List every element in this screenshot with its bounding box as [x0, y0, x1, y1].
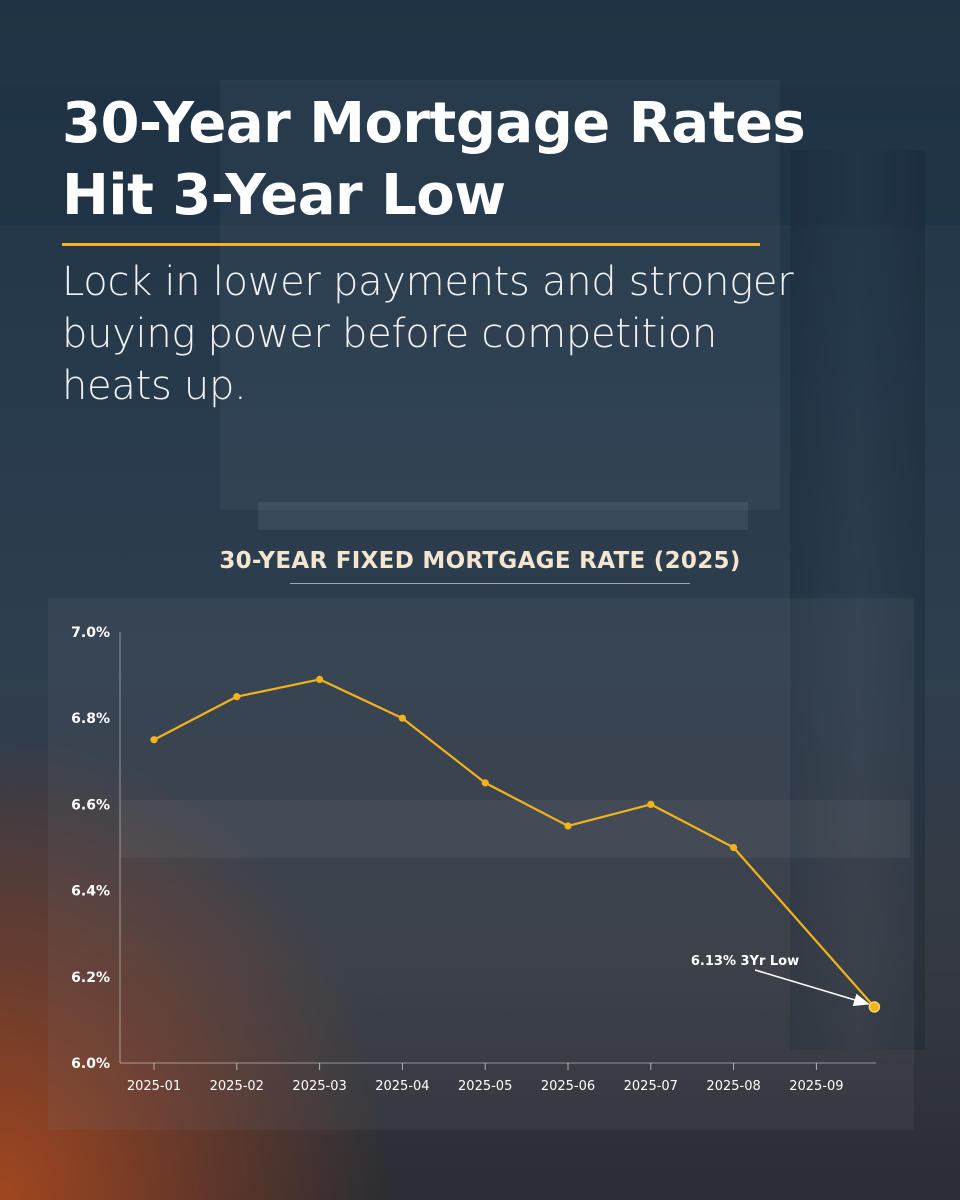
y-tick-label: 6.2%: [71, 970, 110, 986]
x-tick-label: 2025-03: [292, 1079, 346, 1094]
y-tick-label: 6.6%: [71, 797, 110, 813]
page-title: 30-Year Mortgage Rates Hit 3-Year Low: [62, 91, 806, 228]
y-axis: 6.0% 6.2% 6.4% 6.6% 6.8% 7.0%: [71, 625, 121, 1072]
x-tick-label: 2025-04: [375, 1079, 429, 1094]
series-line: [150, 675, 881, 1013]
y-tick-label: 6.0%: [71, 1056, 110, 1072]
y-tick-label: 7.0%: [71, 625, 110, 641]
x-tick-label: 2025-02: [210, 1079, 264, 1094]
x-tick-label: 2025-09: [789, 1079, 843, 1094]
y-tick-label: 6.4%: [71, 884, 110, 900]
annotation-arrow: [754, 969, 870, 1006]
data-point: [233, 693, 241, 701]
x-tick-label: 2025-01: [127, 1079, 181, 1094]
background-wall: [220, 80, 780, 510]
chart-title: 30-YEAR FIXED MORTGAGE RATE (2025): [219, 548, 741, 574]
page-subtitle: Lock in lower payments and stronger buyi…: [62, 259, 794, 409]
chart-title-underline: [290, 583, 690, 584]
background-mantel: [258, 502, 748, 530]
data-point: [316, 675, 324, 684]
x-axis: 2025-01 2025-02 2025-03 2025-04 2025-05 2025-…: [120, 1062, 876, 1094]
x-tick-label: 2025-06: [541, 1079, 595, 1094]
y-tick-label: 6.8%: [71, 711, 110, 727]
data-point: [730, 843, 738, 852]
title-underline: [62, 243, 760, 246]
data-point: [150, 736, 158, 744]
background-table: [120, 800, 910, 858]
data-point: [398, 714, 406, 722]
data-point: [868, 1001, 881, 1013]
chart-panel: [48, 598, 914, 1130]
x-tick-label: 2025-05: [458, 1079, 512, 1094]
x-tick-label: 2025-07: [624, 1079, 678, 1094]
annotation-label: 6.13% 3Yr Low: [691, 954, 799, 969]
low-annotation: 6.13% 3Yr Low: [691, 954, 870, 1006]
background-band: [0, 85, 960, 225]
data-point: [647, 800, 655, 809]
data-point: [564, 822, 572, 830]
data-point: [481, 779, 489, 787]
background-curtain: [790, 150, 925, 1050]
x-tick-label: 2025-08: [706, 1079, 760, 1094]
